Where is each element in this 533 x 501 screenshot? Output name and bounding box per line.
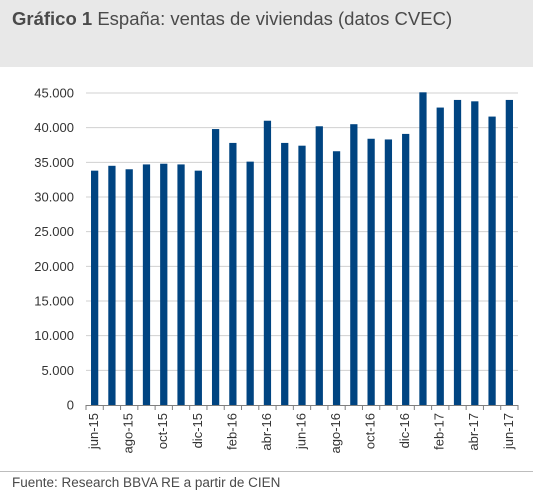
bar <box>142 164 151 405</box>
title-band <box>0 0 533 67</box>
bar <box>471 101 479 405</box>
bar <box>505 99 513 405</box>
y-tick-label: 10.000 <box>34 328 74 343</box>
x-tick-label: feb-16 <box>224 413 239 450</box>
bar <box>177 164 185 405</box>
bar <box>384 139 393 405</box>
bar <box>436 107 444 405</box>
title-rest: España: ventas de viviendas (datos CVEC) <box>92 8 453 29</box>
y-tick-label: 45.000 <box>34 86 74 101</box>
source-note: Fuente: Research BBVA RE a partir de CIE… <box>12 475 281 490</box>
x-tick-label: ago-16 <box>328 413 343 453</box>
bar <box>367 138 375 405</box>
y-tick-label: 30.000 <box>34 190 74 205</box>
y-tick-label: 5.000 <box>41 363 74 378</box>
bar <box>211 129 220 405</box>
bar <box>263 120 272 405</box>
x-tick-label: abr-16 <box>259 413 274 451</box>
title-prefix: Gráfico 1 <box>12 8 93 29</box>
bar <box>402 133 410 405</box>
bar <box>419 92 427 405</box>
y-tick-label: 25.000 <box>34 224 74 239</box>
bar-chart: 0 5.000 10.000 15.000 20.000 25.000 30.000 35.0… <box>34 86 519 453</box>
x-tick-label: dic-15 <box>190 413 205 448</box>
bar <box>488 116 496 405</box>
x-tick-label: jun-15 <box>86 413 101 450</box>
x-tick-label: abr-17 <box>466 413 481 451</box>
chart-title: Gráfico 1 España: ventas de viviendas (d… <box>12 7 522 30</box>
y-tick-label: 15.000 <box>34 294 74 309</box>
bar <box>453 99 462 405</box>
bar <box>281 142 289 406</box>
footer-divider <box>0 471 533 472</box>
x-tick-label: ago-15 <box>121 413 136 453</box>
bar <box>350 124 358 405</box>
bar <box>332 151 341 405</box>
x-tick-label: oct-15 <box>155 413 170 449</box>
bar <box>160 163 168 405</box>
y-tick-label: 40.000 <box>34 120 74 135</box>
bar <box>108 165 116 405</box>
x-tick-label: dic-16 <box>397 413 412 448</box>
y-tick-label: 20.000 <box>34 259 74 274</box>
x-tick-label: jun-16 <box>293 413 308 450</box>
bar <box>194 170 202 405</box>
bar <box>298 145 306 405</box>
x-tick-label: feb-17 <box>432 413 447 450</box>
bar <box>125 169 133 405</box>
y-tick-label: 0 <box>67 398 74 413</box>
bar <box>246 161 254 405</box>
x-tick-label: oct-16 <box>363 413 378 449</box>
bar <box>229 142 237 406</box>
bar <box>91 170 99 405</box>
x-tick-label: jun-17 <box>501 413 516 450</box>
y-tick-label: 35.000 <box>34 155 74 170</box>
bar <box>315 126 323 405</box>
